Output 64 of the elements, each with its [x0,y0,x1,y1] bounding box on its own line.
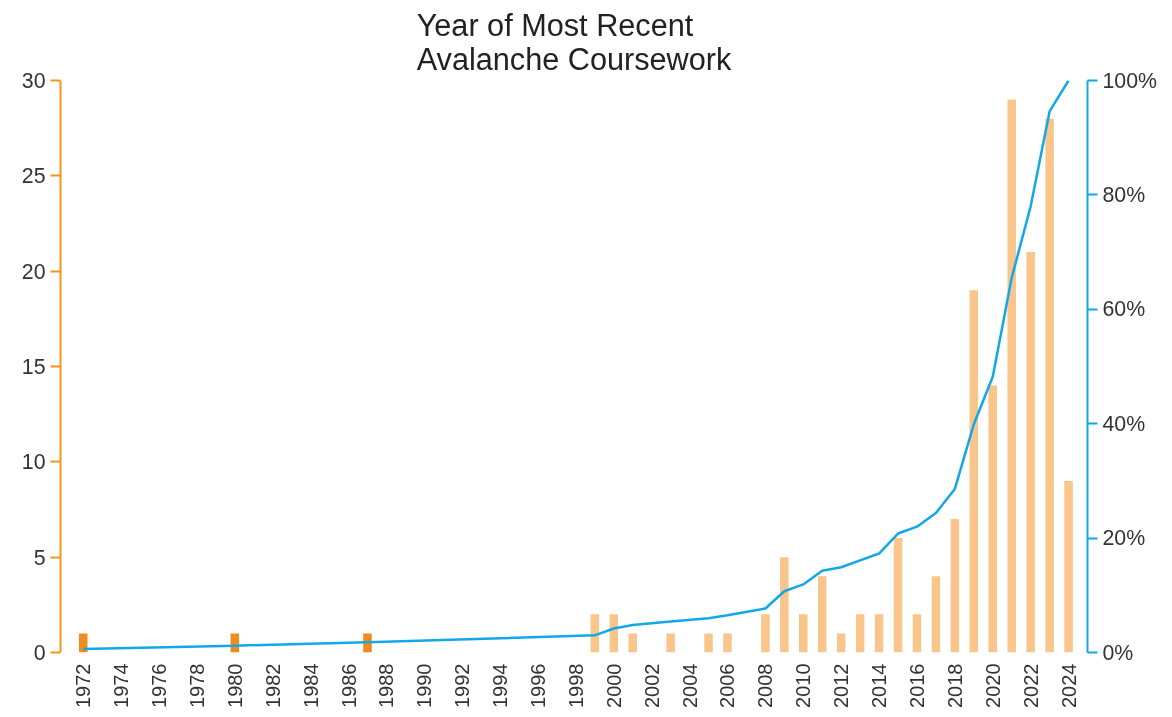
bar [950,519,960,653]
bar [874,614,884,653]
x-tick-label: 1988 [375,663,398,708]
y2-tick-label: 0% [1102,640,1134,665]
x-tick-label: 1994 [489,663,512,708]
bar [836,633,846,653]
x-tick-label: 2008 [754,663,777,708]
y2-tick-label: 100% [1102,68,1158,93]
bar [1007,99,1016,653]
bar [628,633,637,653]
bar [761,614,770,653]
chart-title: Year of Most Recent Avalanche Coursework [416,7,733,76]
x-tick-label: 1974 [110,663,133,708]
bar [666,633,675,653]
x-tick-label: 1972 [72,663,95,708]
x-tick-label: 2018 [943,663,966,708]
x-tick-label: 2022 [1019,663,1042,708]
x-tick-label: 2006 [716,663,739,708]
y-tick-label: 5 [33,545,46,570]
x-tick-label: 2016 [905,663,928,708]
y2-tick-label: 40% [1102,411,1146,436]
x-tick-label: 1984 [299,663,322,708]
bar [893,538,903,653]
x-tick-label: 1982 [261,663,284,708]
bar [723,633,732,653]
bar [799,614,808,653]
bar [1064,480,1073,653]
bar [1026,252,1035,653]
x-tick-label: 1986 [337,663,360,708]
bar [817,576,827,653]
y2-tick-label: 80% [1102,182,1146,207]
x-tick-label: 1992 [451,663,474,708]
bar [912,614,922,653]
bar [704,633,713,653]
bar [931,576,941,653]
y-tick-label: 25 [21,164,46,189]
x-tick-label: 2002 [640,663,663,708]
y-tick-label: 0 [33,641,46,665]
bar [969,290,979,653]
x-tick-label: 1990 [413,663,436,708]
bar [78,633,88,653]
x-tick-label: 1976 [148,663,171,708]
x-tick-label: 2020 [981,663,1004,708]
y-tick-label: 15 [21,355,46,379]
bar [1045,118,1054,653]
bar [780,557,789,653]
bar [855,614,865,653]
y-tick-label: 10 [21,450,46,475]
x-tick-label: 2004 [678,663,701,708]
x-tick-label: 1996 [527,663,549,708]
bar [988,385,998,653]
y-tick-label: 30 [21,69,46,93]
line-series [81,80,1070,651]
y-tick-label: 20 [21,259,46,284]
y2-tick-label: 60% [1102,297,1146,322]
x-tick-label: 1998 [564,663,587,708]
x-tick-label: 1980 [223,663,246,708]
x-tick-label: 2014 [868,663,891,708]
y2-tick-label: 20% [1102,526,1146,551]
x-tick-label: 2024 [1057,663,1080,708]
x-tick-label: 2012 [830,663,853,708]
x-tick-label: 2000 [602,663,625,708]
x-tick-label: 2010 [792,663,815,708]
x-tick-label: 1978 [185,663,208,708]
